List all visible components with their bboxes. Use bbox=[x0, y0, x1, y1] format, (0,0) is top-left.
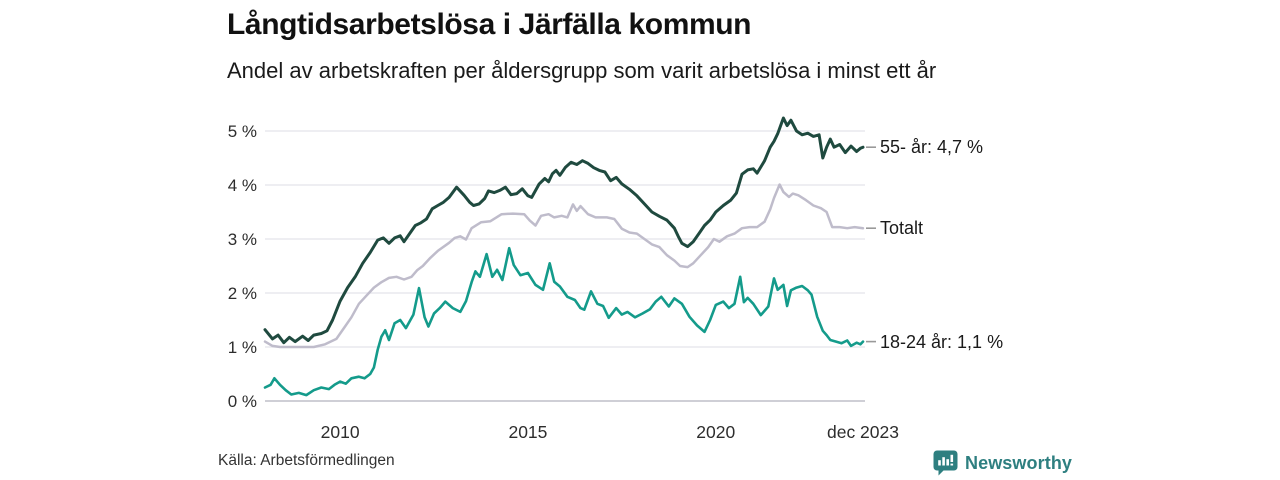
x-axis-label: 2015 bbox=[508, 422, 548, 442]
y-axis-label: 1 % bbox=[227, 337, 257, 357]
logo-exclamation-bar bbox=[950, 454, 954, 462]
y-axis-label: 0 % bbox=[227, 391, 257, 411]
series-line-55-r bbox=[263, 116, 865, 345]
series-line-totalt bbox=[263, 183, 865, 349]
brand-name: Newsworthy bbox=[965, 452, 1073, 473]
y-axis-label: 4 % bbox=[227, 175, 257, 195]
logo-bubble-shape bbox=[933, 450, 958, 476]
logo-exclamation-dot bbox=[950, 463, 954, 466]
y-axis-label: 3 % bbox=[227, 229, 257, 249]
x-axis-label: 2020 bbox=[696, 422, 736, 442]
y-axis-label: 5 % bbox=[227, 121, 257, 141]
series-end-label-18-24-r: 18-24 år: 1,1 % bbox=[880, 331, 1004, 352]
source-note: Källa: Arbetsförmedlingen bbox=[218, 452, 395, 469]
chart-subtitle: Andel av arbetskraften per åldersgrupp s… bbox=[227, 58, 937, 83]
logo-bar-1 bbox=[938, 460, 941, 466]
newsworthy-logo-icon bbox=[933, 450, 958, 476]
x-axis-label: dec 2023 bbox=[826, 422, 899, 442]
series-end-label-totalt: Totalt bbox=[880, 218, 924, 239]
y-axis-label: 2 % bbox=[227, 283, 257, 303]
logo-bar-2 bbox=[942, 457, 945, 466]
logo-bar-3 bbox=[946, 459, 949, 466]
x-axis-label: 2010 bbox=[320, 422, 360, 442]
series-line-18-24-r bbox=[263, 246, 865, 397]
series-end-label-55-r: 55- år: 4,7 % bbox=[880, 137, 984, 158]
brand-lockup: Newsworthy bbox=[933, 449, 1072, 477]
page-title: Långtidsarbetslösa i Järfälla kommun bbox=[227, 8, 752, 41]
